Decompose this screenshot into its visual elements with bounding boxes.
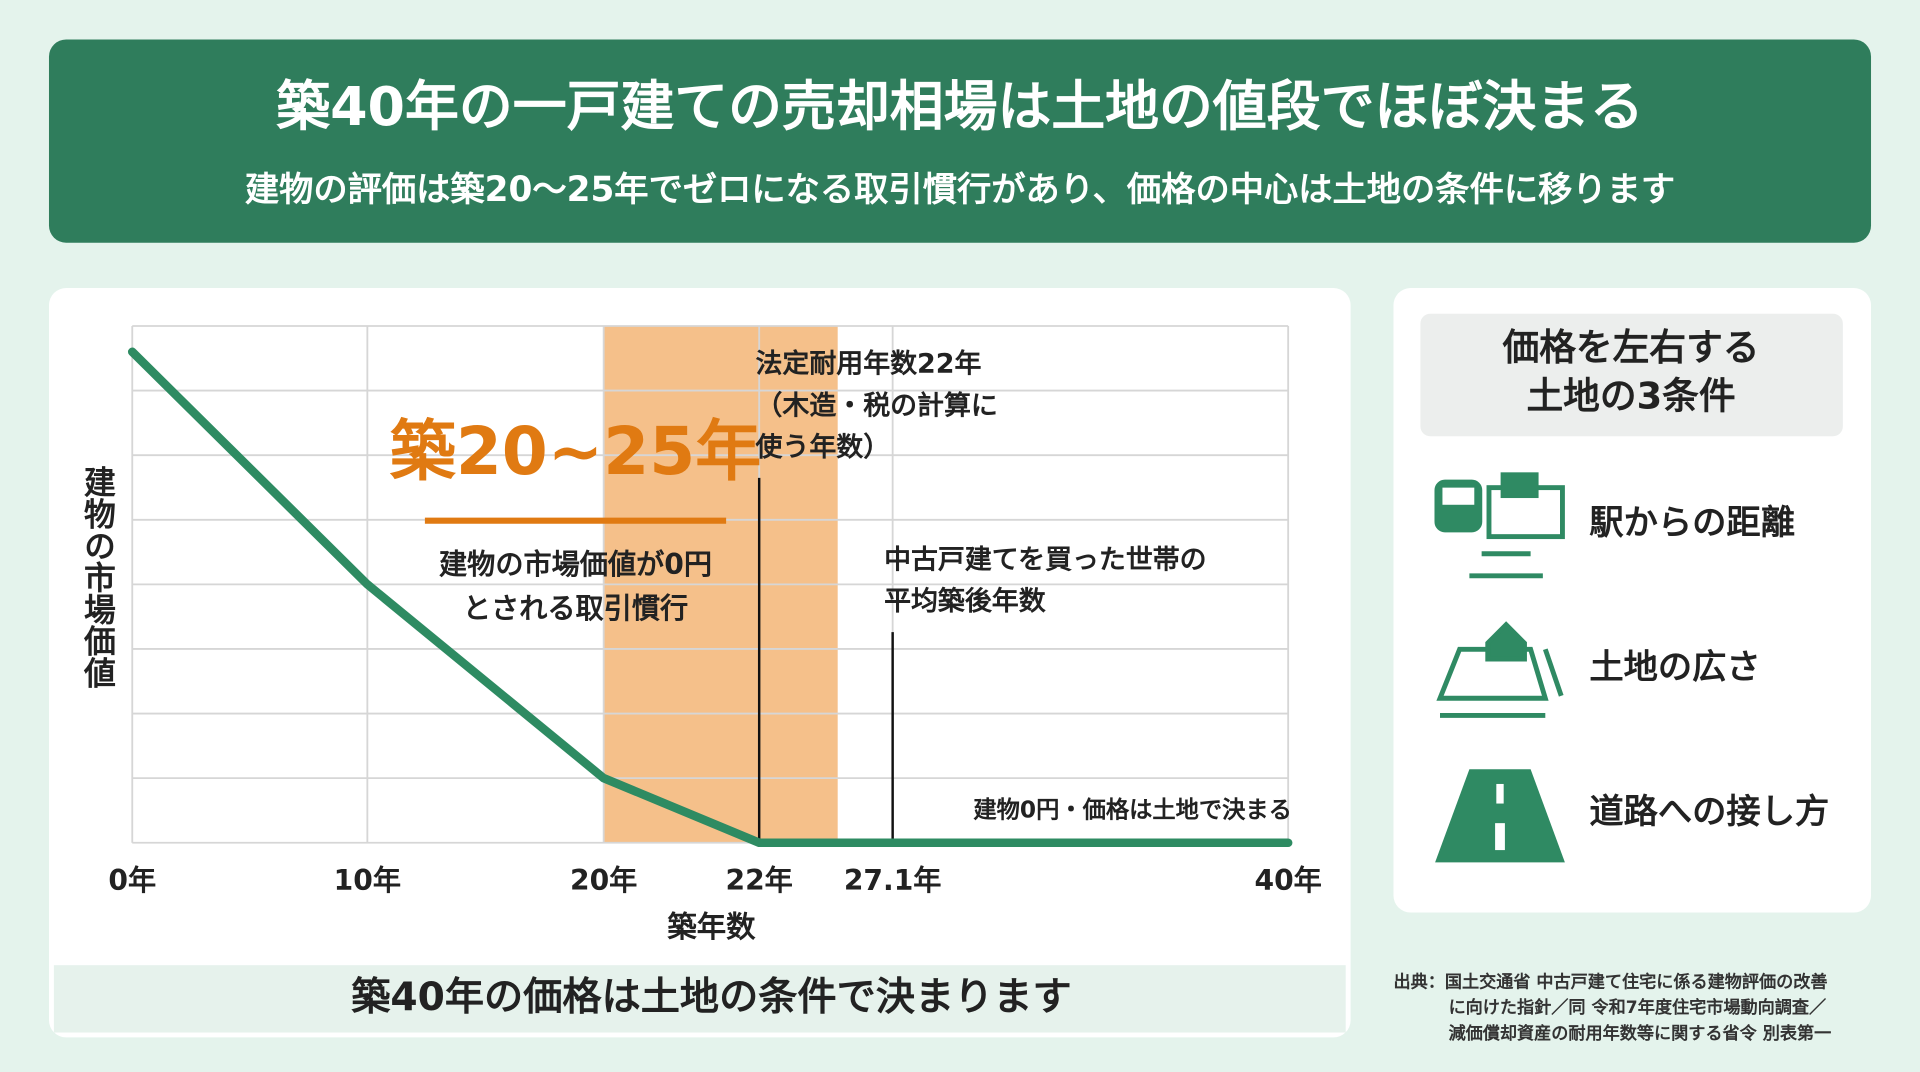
- source: に向けた指針／同 令和7年度住宅市場動向調査／: [1449, 997, 1827, 1018]
- x-tick-label: 20年: [570, 864, 637, 897]
- source: 減価償却資産の耐用年数等に関する省令 別表第一: [1449, 1023, 1832, 1044]
- y-axis-label: 建物の市場価値: [79, 466, 117, 689]
- panel-item: 土地の広さ: [1589, 647, 1760, 687]
- footer-band: [53, 965, 1346, 1033]
- panel-title-box: [1420, 313, 1843, 437]
- panel-item: 駅からの距離: [1589, 503, 1795, 543]
- header-box: [48, 39, 1872, 243]
- icon-road: [1435, 769, 1565, 863]
- annotation-text: 平均築後年数: [884, 585, 1046, 617]
- subtitle: 建物の評価は築20〜25年でゼロになる取引慣行があり、価格の中心は土地の条件に移…: [245, 170, 1675, 210]
- plot: 0年 10年 20年 22年 27.1年 40年 築20~25年建物の市場価値が0円とされる…: [108, 325, 1322, 897]
- x-tick-label: 27.1年: [844, 864, 942, 897]
- annotation-text: （木造・税の計算に: [756, 389, 998, 421]
- highlight-text: 建物の市場価値が0円: [439, 548, 712, 581]
- chart-footer: 築40年の価格は土地の条件で決まります: [351, 975, 1071, 1020]
- x-tick-label: 10年: [334, 864, 401, 897]
- highlight-text: とされる取引慣行: [463, 592, 688, 625]
- annotation-text: 使う年数）: [755, 431, 891, 463]
- panel-item: 道路への接し方: [1589, 792, 1829, 832]
- title: 築40年の一戸建ての売却相場は土地の値段でほぼ決まる: [276, 75, 1644, 138]
- annotation-text: 中古戸建てを買った世帯の: [884, 544, 1207, 576]
- x-tick-label: 40年: [1254, 864, 1321, 897]
- source: 出典：国土交通省 中古戸建て住宅に係る建物評価の改善: [1393, 971, 1827, 992]
- x-tick-label: 22年: [726, 864, 793, 897]
- panel-title: 価格を左右する: [1501, 326, 1759, 369]
- annotation-text: 建物0円・価格は土地で決まる: [973, 796, 1291, 823]
- icon-station: [1434, 472, 1565, 579]
- panel-title: 土地の3条件: [1526, 375, 1735, 418]
- x-axis-label: 築年数: [666, 910, 756, 944]
- x-tick-label: 0年: [108, 864, 156, 897]
- annotation-text: 法定耐用年数22年: [756, 348, 982, 380]
- value-line: [127, 347, 1293, 848]
- panel-card: [1393, 288, 1872, 913]
- highlight-title: 築20~25年: [390, 413, 762, 490]
- icon-land: [1436, 621, 1564, 718]
